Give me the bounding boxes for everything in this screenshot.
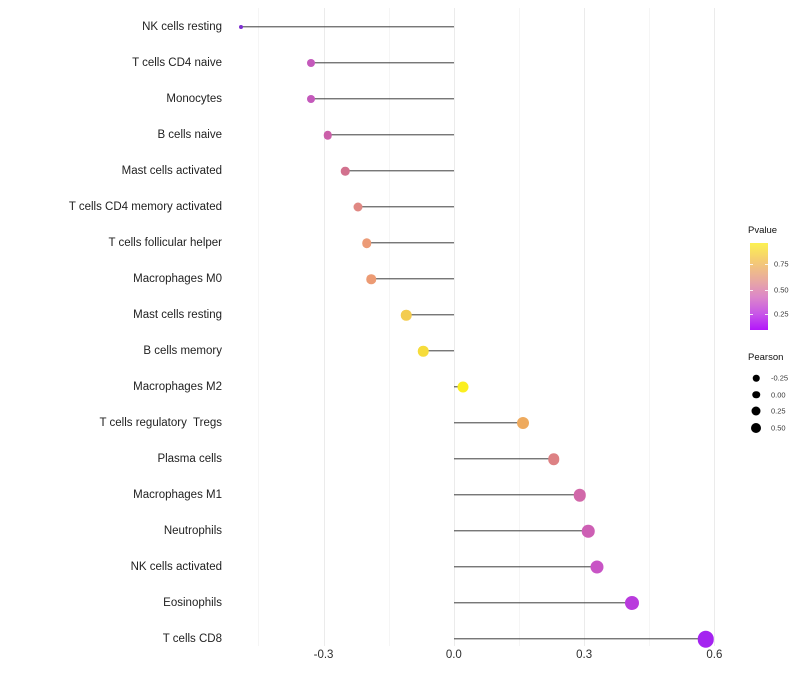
minor-gridline [518,8,520,646]
lollipop-dot [239,25,244,29]
y-axis-label: Macrophages M0 [133,273,222,285]
pearson-size-label: 0.00 [771,390,786,399]
major-gridline [714,8,716,646]
pearson-size-dot [752,390,760,399]
lollipop-dot [517,417,530,429]
lollipop-dot [457,381,469,393]
y-axis-label: B cells memory [143,345,222,357]
x-axis-tick-label: -0.3 [313,649,334,661]
y-axis-label: T cells CD4 memory activated [68,201,222,213]
minor-gridline [258,8,260,646]
lollipop-dot [341,166,350,176]
lollipop-stem [241,26,454,28]
lollipop-stem [453,422,524,424]
lollipop-dot [590,560,604,574]
y-axis-label: Plasma cells [157,453,222,465]
pvalue-tick-mark [765,264,768,266]
y-axis-label: Macrophages M2 [133,381,222,393]
y-axis-label: Eosinophils [163,597,222,609]
y-axis-label: B cells naive [157,129,222,141]
minor-gridline [649,8,651,646]
lollipop-stem [453,602,632,604]
lollipop-dot [366,274,377,284]
lollipop-dot [573,488,587,502]
lollipop-stem [453,458,554,460]
major-gridline [323,8,325,646]
y-axis-label: Monocytes [166,93,222,105]
x-axis-tick-label: 0.0 [445,649,462,661]
pearson-size-label: 0.25 [771,406,786,416]
major-gridline [584,8,586,646]
y-axis-label: T cells CD8 [162,633,222,645]
lollipop-stem [366,242,454,244]
lollipop-dot [306,59,315,67]
lollipop-dot [582,524,595,538]
pvalue-legend-title: Pvalue [748,225,778,236]
pearson-size-label: 0.50 [771,423,786,432]
lollipop-dot [400,309,412,321]
pvalue-tick-mark [750,264,753,266]
lollipop-stem [358,206,454,208]
lollipop-stem [310,98,454,100]
lollipop-dot [353,202,363,212]
y-axis-label: Macrophages M1 [133,489,222,501]
pearson-size-dot [752,374,760,382]
y-axis-label: T cells CD4 naive [132,57,222,69]
lollipop-stem [345,170,454,172]
x-axis-tick-label: 0.3 [576,649,593,661]
lollipop-dot [323,130,333,140]
lollipop-stem [453,494,580,496]
pvalue-tick-mark [750,290,753,292]
lollipop-stem [406,314,454,316]
pvalue-tick-label: 0.50 [774,285,789,295]
lollipop-dot [624,596,639,610]
lollipop-stem [453,566,598,568]
pvalue-tick-mark [750,314,753,316]
x-axis-tick-label: 0.6 [706,649,723,661]
y-axis-label: T cells regulatory Tregs [99,417,222,429]
pearson-size-dot [751,406,761,416]
y-axis-label: NK cells activated [130,561,222,573]
lollipop-stem [310,62,454,64]
y-axis-label: Mast cells resting [133,309,222,321]
minor-gridline [388,8,390,646]
y-axis-label: T cells follicular helper [108,237,222,249]
pvalue-tick-mark [765,314,768,316]
lollipop-dot [547,453,560,465]
pearson-size-dot [751,422,761,433]
lollipop-stem [327,134,454,136]
lollipop-dot [697,630,714,648]
lollipop-stem [423,350,454,352]
pvalue-tick-mark [765,290,768,292]
lollipop-stem [453,638,706,640]
lollipop-dot [306,95,315,103]
pearson-size-label: -0.25 [771,373,789,383]
pvalue-tick-label: 0.75 [774,259,789,269]
y-axis-label: Mast cells activated [121,165,222,177]
lollipop-stem [453,530,589,532]
major-gridline [453,8,455,646]
y-axis-label: Neutrophils [163,525,222,537]
pearson-legend-title: Pearson [748,352,784,363]
pvalue-gradient-bar [750,243,768,330]
y-axis-label: NK cells resting [142,21,222,33]
lollipop-dot [418,345,429,357]
pvalue-tick-label: 0.25 [774,309,789,319]
lollipop-stem [371,278,454,280]
lollipop-dot [362,238,372,248]
